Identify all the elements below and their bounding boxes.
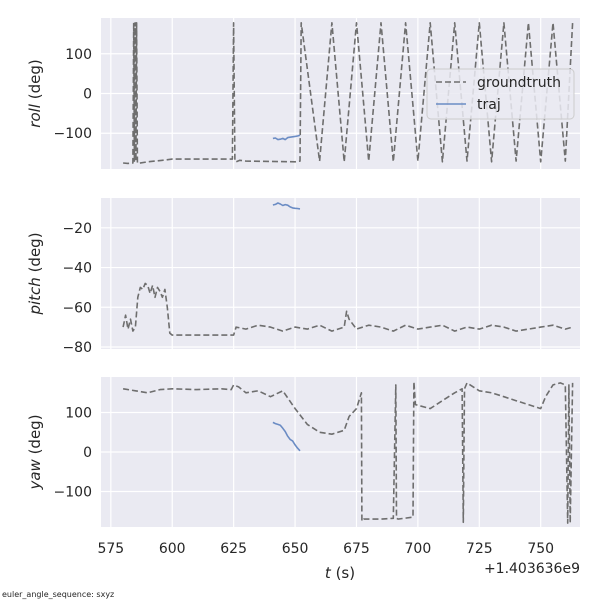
series-groundtruth-pitch [122,282,573,336]
series-group [122,380,574,524]
legend-label-traj: traj [477,97,501,113]
series-traj-pitch [272,202,301,210]
y-tick-label: −100 [54,484,92,500]
plot-background [101,198,580,349]
panel-pitch: −20 −40 −60 −80 pitch (deg) [26,198,580,356]
y-tick-label: −100 [54,126,92,142]
y-axis-label-yaw: yaw (deg) [26,414,44,490]
y-tick-label: 100 [65,47,92,63]
x-tick-label: 750 [527,541,554,557]
series-traj-roll [272,134,301,141]
footnote: euler_angle_sequence: sxyz [2,590,114,599]
panel-yaw: 100 0 −100 yaw (deg) [26,377,580,527]
y-tick-label: −80 [62,340,92,356]
x-tick-label: 675 [343,541,370,557]
y-tick-label: 0 [83,87,92,103]
y-axis-label-pitch: pitch (deg) [26,232,44,315]
x-axis: 575 600 625 650 675 700 725 750 [97,541,554,557]
legend: groundtruth traj [426,68,575,120]
series-traj-yaw [272,421,301,452]
y-axis-label-roll: roll (deg) [26,59,44,127]
y-tick-label: 100 [65,406,92,422]
series-group [122,202,573,336]
y-tick-label: −40 [62,261,92,277]
y-tick-label: −20 [62,221,92,237]
panels: 100 0 −100 roll (deg) −20 −40 −60 −80 pitch (deg… [26,18,580,527]
y-tick-label: 0 [83,445,92,461]
y-tick-label: −60 [62,300,92,316]
x-tick-label: 650 [282,541,309,557]
series-groundtruth-yaw [122,380,574,524]
x-tick-label: 725 [466,541,493,557]
x-axis-label: t (s) [325,564,355,582]
x-tick-label: 600 [159,541,186,557]
x-tick-label: 700 [405,541,432,557]
x-tick-label: 575 [97,541,124,557]
x-tick-label: 625 [220,541,247,557]
legend-label-groundtruth: groundtruth [477,75,561,91]
x-axis-offset: +1.403636e9 [484,561,580,577]
